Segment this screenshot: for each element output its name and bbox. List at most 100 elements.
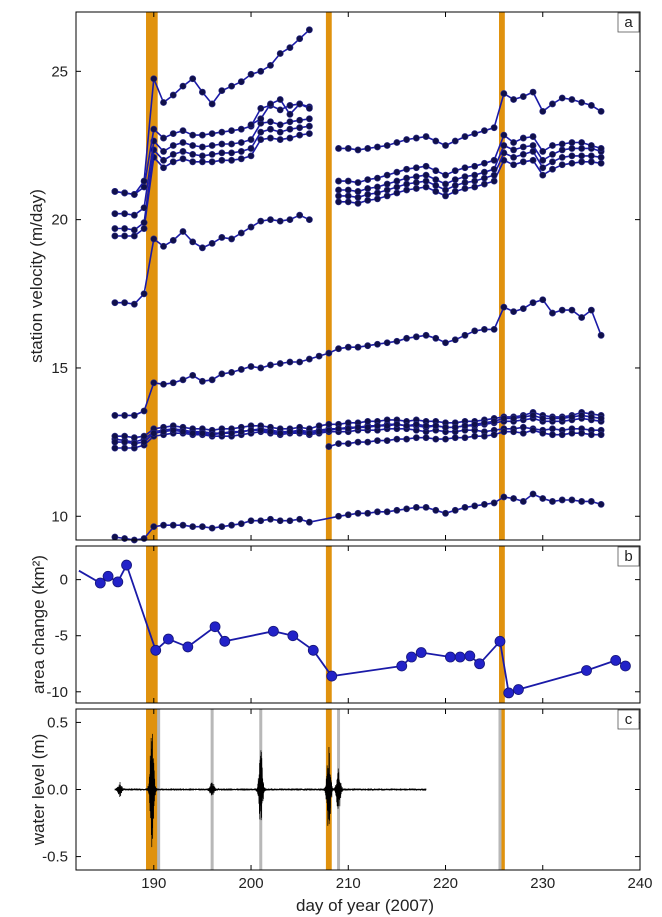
data-point xyxy=(218,523,226,531)
data-point xyxy=(471,177,479,185)
data-point xyxy=(237,139,245,146)
data-point xyxy=(130,232,138,240)
data-point xyxy=(374,174,381,182)
data-point xyxy=(257,128,265,136)
data-point xyxy=(335,145,342,152)
data-point xyxy=(393,183,401,191)
data-point xyxy=(610,654,622,666)
data-point xyxy=(257,364,265,372)
data-point xyxy=(474,658,485,670)
data-point xyxy=(208,431,216,439)
data-point xyxy=(558,94,566,102)
data-point xyxy=(403,505,411,513)
data-point xyxy=(257,517,265,525)
data-point xyxy=(179,376,187,384)
data-point xyxy=(160,242,167,250)
data-point xyxy=(189,131,197,139)
data-point xyxy=(179,82,187,90)
data-point xyxy=(432,176,440,183)
data-point xyxy=(305,518,313,526)
data-point xyxy=(412,185,420,192)
data-point xyxy=(111,412,119,419)
data-point xyxy=(374,189,381,197)
data-point xyxy=(111,225,119,232)
data-point xyxy=(344,419,352,427)
data-point xyxy=(451,423,459,431)
data-point xyxy=(383,180,391,188)
data-point xyxy=(286,102,294,109)
data-point xyxy=(461,179,469,186)
data-point xyxy=(354,146,362,154)
data-point xyxy=(519,413,527,421)
data-point xyxy=(510,414,517,422)
data-point xyxy=(597,414,605,422)
data-point xyxy=(286,428,294,436)
data-point xyxy=(208,142,216,149)
data-point xyxy=(403,174,411,182)
data-point xyxy=(247,223,255,231)
data-point xyxy=(247,517,255,525)
data-point xyxy=(296,131,304,139)
data-point xyxy=(276,217,284,225)
data-point xyxy=(451,176,459,183)
data-point xyxy=(412,134,420,142)
data-point xyxy=(189,150,197,158)
data-point xyxy=(587,158,595,166)
data-point xyxy=(403,180,411,188)
panel-b: 0 -5 -10 b area change (km²) xyxy=(29,545,641,704)
y-tick-label: 0.0 xyxy=(47,782,68,799)
data-point xyxy=(374,143,381,151)
data-point xyxy=(529,426,537,434)
data-point xyxy=(169,130,177,138)
data-point xyxy=(179,155,187,163)
data-point xyxy=(257,217,265,225)
data-point xyxy=(335,425,342,433)
data-point xyxy=(344,343,352,351)
data-point xyxy=(237,155,245,163)
data-point xyxy=(519,423,527,431)
data-point xyxy=(558,140,566,148)
event-band xyxy=(325,12,332,540)
data-point xyxy=(354,193,362,201)
y-tick-label: 15 xyxy=(51,360,68,377)
y-tick-label: 20 xyxy=(51,212,68,229)
data-point xyxy=(549,100,556,108)
data-point xyxy=(169,91,177,99)
data-point xyxy=(393,337,401,345)
data-point xyxy=(169,379,177,387)
data-point xyxy=(578,158,586,166)
data-point xyxy=(111,210,119,218)
data-point xyxy=(162,633,174,645)
data-point xyxy=(383,416,391,424)
data-point xyxy=(597,331,605,339)
data-point xyxy=(374,340,381,348)
data-point xyxy=(121,210,129,218)
data-point xyxy=(354,343,362,351)
data-point xyxy=(422,133,430,140)
data-point xyxy=(228,156,235,164)
data-point xyxy=(412,503,420,511)
data-point xyxy=(393,177,401,185)
data-point xyxy=(315,352,323,360)
data-point xyxy=(305,429,313,437)
y-tick-label: 10 xyxy=(51,508,68,525)
data-point xyxy=(335,198,342,206)
data-point xyxy=(519,498,527,505)
data-point xyxy=(169,142,177,149)
data-point xyxy=(267,428,274,436)
data-point xyxy=(471,183,479,191)
data-point xyxy=(257,136,265,143)
data-point xyxy=(286,44,294,51)
data-point xyxy=(247,145,255,152)
data-point xyxy=(500,493,508,501)
data-point xyxy=(432,188,440,195)
data-point xyxy=(199,88,206,96)
data-point xyxy=(276,429,284,437)
data-point xyxy=(121,535,129,542)
data-point xyxy=(335,192,342,200)
data-point xyxy=(335,440,342,447)
data-point xyxy=(267,361,274,369)
data-point xyxy=(140,535,148,542)
data-point xyxy=(451,434,459,442)
